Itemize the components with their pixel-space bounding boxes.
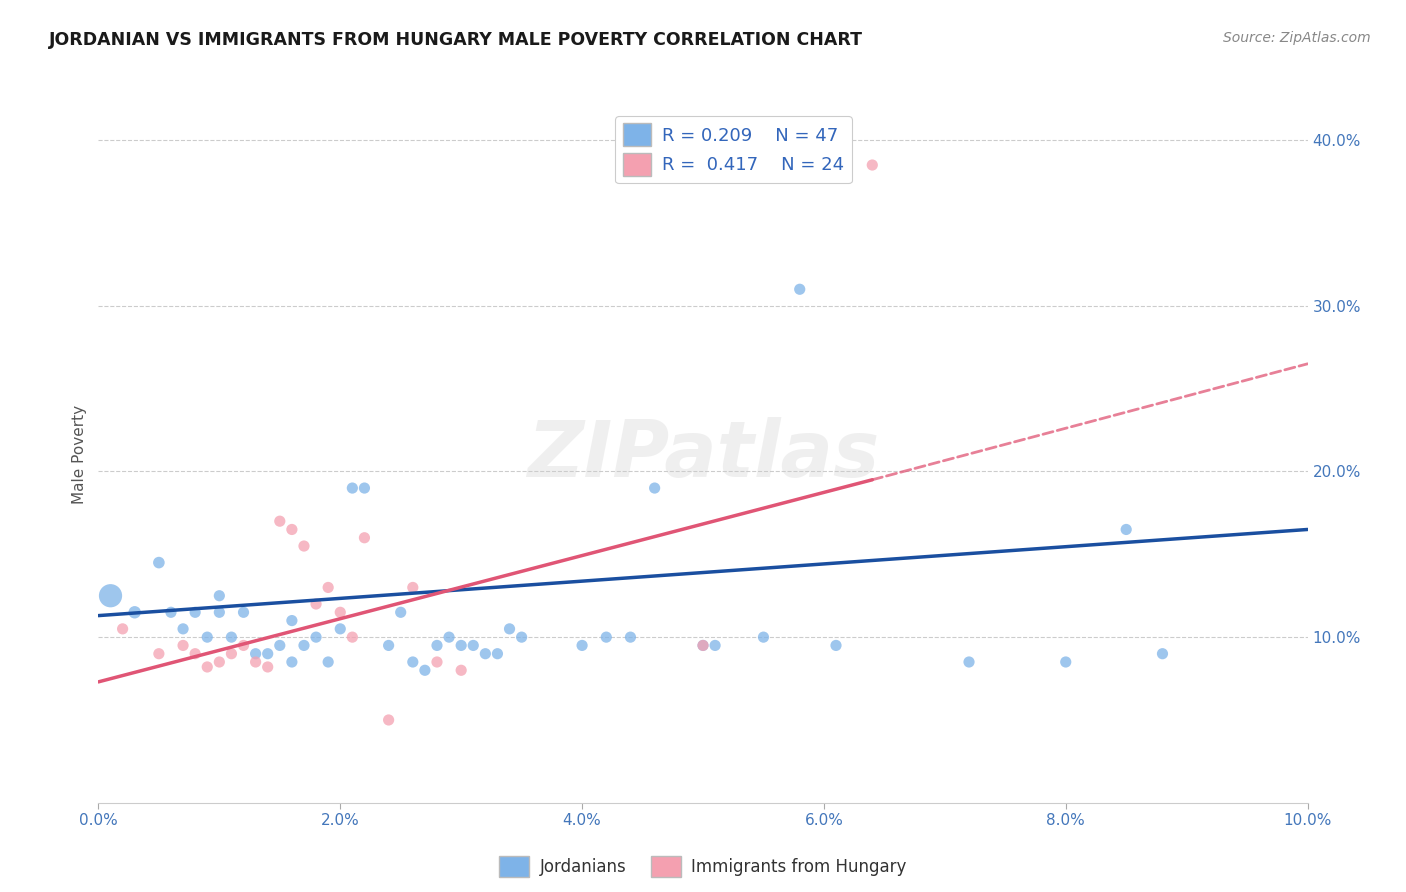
Point bbox=[281, 523, 304, 537]
Point bbox=[221, 630, 243, 644]
Point bbox=[1152, 647, 1174, 661]
Point bbox=[208, 605, 231, 619]
Point bbox=[825, 639, 848, 653]
Text: ZIPatlas: ZIPatlas bbox=[527, 417, 879, 493]
Point bbox=[463, 639, 485, 653]
Point bbox=[316, 581, 339, 595]
Point bbox=[704, 639, 727, 653]
Point bbox=[402, 655, 425, 669]
Point bbox=[413, 663, 436, 677]
Point bbox=[860, 158, 883, 172]
Point bbox=[353, 531, 375, 545]
Point bbox=[692, 639, 714, 653]
Point bbox=[256, 660, 278, 674]
Point bbox=[1054, 655, 1077, 669]
Point bbox=[692, 639, 714, 653]
Point bbox=[474, 647, 496, 661]
Y-axis label: Male Poverty: Male Poverty bbox=[72, 405, 87, 505]
Point bbox=[305, 630, 328, 644]
Point bbox=[232, 639, 254, 653]
Point bbox=[292, 639, 315, 653]
Point bbox=[172, 622, 194, 636]
Point bbox=[305, 597, 328, 611]
Point bbox=[256, 647, 278, 661]
Point bbox=[245, 655, 267, 669]
Point bbox=[245, 647, 267, 661]
Point bbox=[752, 630, 775, 644]
Point bbox=[184, 605, 207, 619]
Point bbox=[957, 655, 980, 669]
Point bbox=[184, 647, 207, 661]
Point bbox=[342, 630, 364, 644]
Point bbox=[426, 639, 449, 653]
Point bbox=[571, 639, 593, 653]
Point bbox=[148, 556, 170, 570]
Text: Source: ZipAtlas.com: Source: ZipAtlas.com bbox=[1223, 31, 1371, 45]
Point bbox=[426, 655, 449, 669]
Point bbox=[342, 481, 364, 495]
Point bbox=[269, 639, 291, 653]
Point bbox=[124, 605, 146, 619]
Legend: Jordanians, Immigrants from Hungary: Jordanians, Immigrants from Hungary bbox=[492, 849, 914, 884]
Point bbox=[281, 655, 304, 669]
Point bbox=[377, 713, 399, 727]
Point bbox=[148, 647, 170, 661]
Point bbox=[269, 514, 291, 528]
Point bbox=[316, 655, 339, 669]
Point bbox=[329, 622, 352, 636]
Point bbox=[208, 655, 231, 669]
Point bbox=[498, 622, 520, 636]
Point bbox=[208, 589, 231, 603]
Point bbox=[450, 639, 472, 653]
Point bbox=[221, 647, 243, 661]
Point bbox=[329, 605, 352, 619]
Point bbox=[353, 481, 375, 495]
Point bbox=[281, 614, 304, 628]
Point bbox=[510, 630, 533, 644]
Point bbox=[232, 605, 254, 619]
Point bbox=[111, 622, 134, 636]
Point bbox=[1115, 523, 1137, 537]
Text: JORDANIAN VS IMMIGRANTS FROM HUNGARY MALE POVERTY CORRELATION CHART: JORDANIAN VS IMMIGRANTS FROM HUNGARY MAL… bbox=[49, 31, 863, 49]
Point bbox=[292, 539, 315, 553]
Point bbox=[389, 605, 412, 619]
Point bbox=[377, 639, 399, 653]
Point bbox=[100, 589, 122, 603]
Point bbox=[437, 630, 460, 644]
Point bbox=[160, 605, 183, 619]
Point bbox=[195, 630, 218, 644]
Point bbox=[172, 639, 194, 653]
Point bbox=[450, 663, 472, 677]
Point bbox=[644, 481, 666, 495]
Point bbox=[486, 647, 509, 661]
Point bbox=[195, 660, 218, 674]
Point bbox=[595, 630, 617, 644]
Point bbox=[402, 581, 425, 595]
Point bbox=[789, 282, 811, 296]
Point bbox=[619, 630, 641, 644]
